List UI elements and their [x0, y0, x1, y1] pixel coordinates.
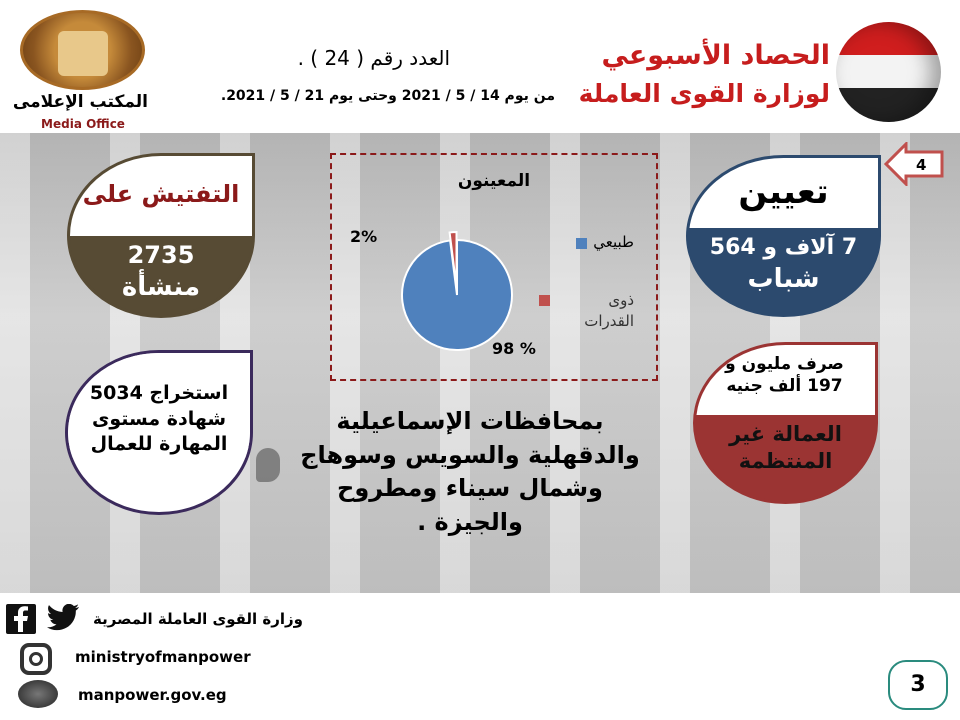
irregular-label: العمالة غير المنتظمة [729, 422, 842, 474]
pie-chart-box: المعينون طبيعي ذوى القدرات 2% 98 % [330, 153, 658, 381]
arrow-left-icon: 4 [884, 142, 944, 186]
data-label-normal: 98 % [492, 339, 536, 358]
ministry-seal-logo [20, 10, 145, 90]
legend-label: طبيعي [593, 233, 634, 251]
data-label-disabled: 2% [350, 227, 378, 246]
globe-web-icon [18, 680, 58, 708]
legend-item-normal: طبيعي [576, 233, 634, 251]
twitter-icon[interactable] [46, 603, 80, 632]
legend-label: ذوى القدرات [584, 291, 634, 330]
eagle-emblem-icon [58, 31, 108, 76]
appointment-card: تعيين 7 آلاف و 564 شباب [686, 155, 881, 317]
arrow-number: 4 [916, 156, 926, 174]
instagram-icon[interactable] [20, 643, 52, 675]
legend-swatch [539, 295, 550, 306]
watermark-logo [256, 448, 280, 482]
appointment-unit: شباب [747, 263, 820, 294]
irregular-labor-card: صرف مليون و 197 ألف جنيه العمالة غير الم… [693, 342, 878, 504]
social-name: وزارة القوى العاملة المصرية [92, 610, 303, 628]
egypt-flag-globe-icon [836, 22, 941, 122]
page-number: 3 [888, 660, 948, 710]
headline-subtitle: لوزارة القوى العاملة [578, 79, 830, 108]
legend-swatch [576, 238, 588, 249]
pie-chart [401, 231, 513, 351]
pie-slice-2 [448, 231, 458, 288]
chart-title: المعينون [457, 171, 531, 191]
headline-title: الحصاد الأسبوعي [601, 40, 830, 71]
instagram-handle[interactable]: ministryofmanpower [75, 648, 251, 666]
inspection-value: 2735 [127, 241, 195, 269]
irregular-amount: صرف مليون و 197 ألف جنيه [696, 345, 875, 415]
appointment-value: 7 آلاف و 564 [709, 235, 858, 260]
inspection-card: التفتيش على 2735 منشأة [67, 153, 255, 318]
facebook-icon[interactable] [6, 604, 36, 634]
governorates-text: بمحافظات الإسماعيلية والدقهلية والسويس و… [300, 407, 640, 536]
inspection-unit: منشأة [121, 272, 201, 303]
issue-number: العدد رقم ( 24 ) . [297, 46, 450, 70]
inspection-title: التفتيش على [70, 156, 252, 236]
media-office-en: Media Office [41, 117, 125, 131]
media-office-ar: المكتب الإعلامى [12, 92, 148, 112]
legend-item-disabled: ذوى القدرات [539, 290, 634, 332]
certificates-card: استخراج 5034 شهادة مستوى المهارة للعمال [65, 350, 253, 515]
date-range: من يوم 14 / 5 / 2021 وحتى يوم 21 / 5 / 2… [220, 88, 555, 104]
website-link[interactable]: manpower.gov.eg [78, 686, 227, 704]
pie-slice-1 [401, 238, 513, 351]
